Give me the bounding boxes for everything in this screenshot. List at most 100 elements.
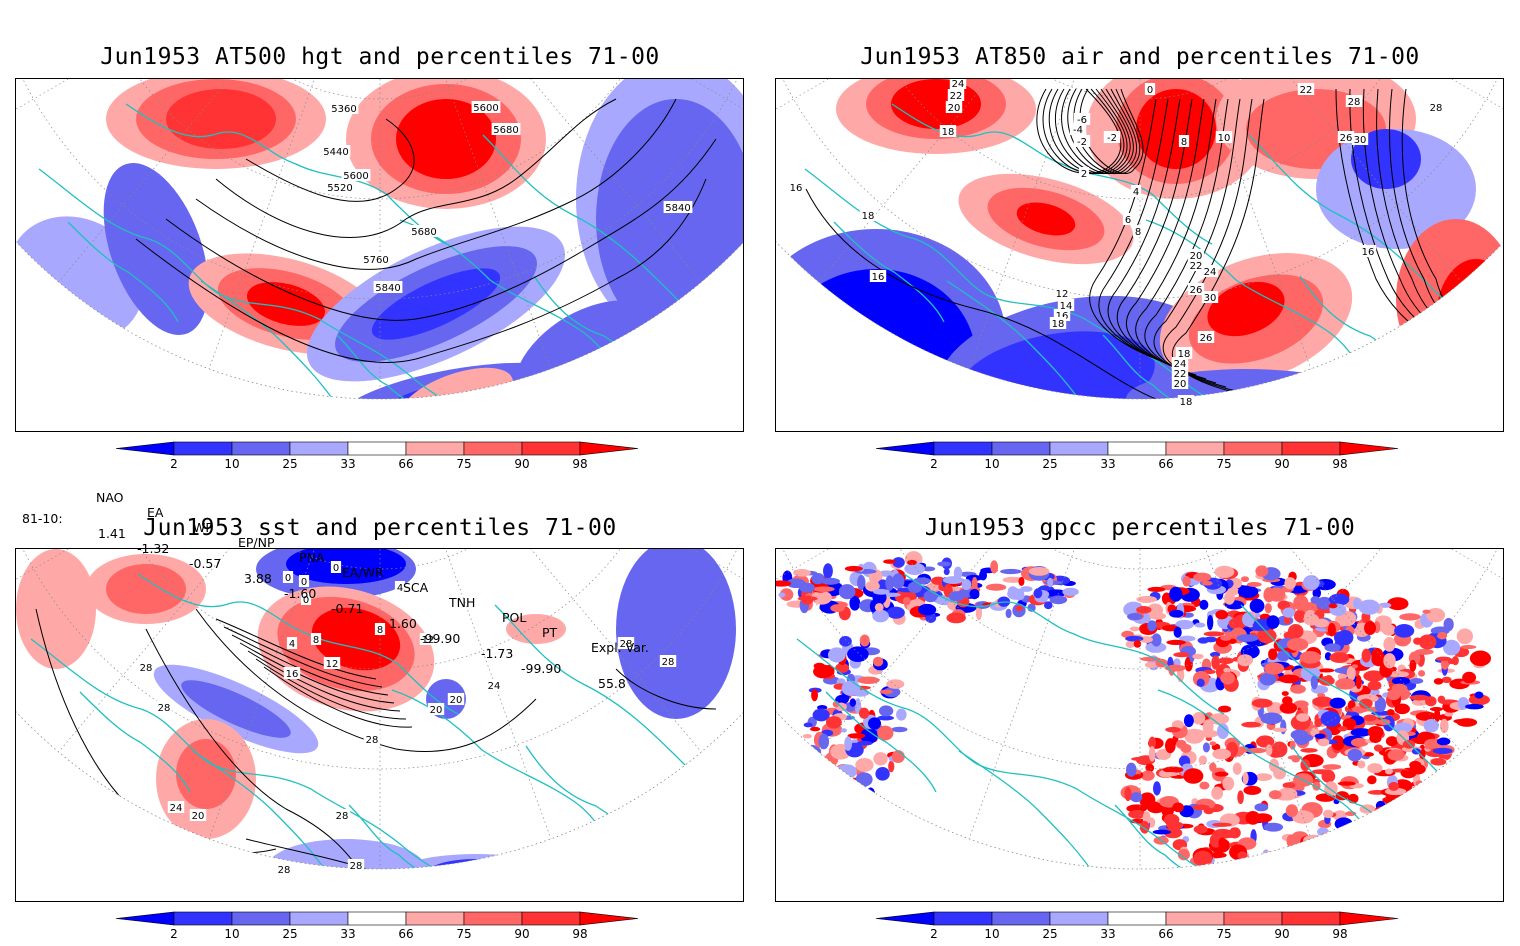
coastlines [796,573,1492,901]
temperature-contour [805,188,1157,400]
precip-patch [1264,603,1272,614]
precip-patch [1152,781,1161,796]
contour-label: -2 [1103,131,1121,144]
precip-patch [1201,581,1213,586]
colorbar-segment [347,441,407,456]
precip-patch [885,575,895,591]
precip-patch [1202,742,1211,753]
contour-label: 0 [300,593,312,606]
precip-patch [1196,678,1205,688]
precip-patch [1126,804,1148,813]
colorbar-segment [933,441,993,456]
precip-patch [811,572,825,585]
index-value: -1.60 [284,586,317,601]
precip-patch [1259,672,1277,686]
precip-patch [990,560,999,574]
precip-patch [1139,820,1150,834]
precip-patch [1217,657,1234,665]
precip-patch [1169,586,1183,602]
precip-patch [1285,804,1298,818]
precip-patch [1383,653,1396,669]
sst-contour [215,618,377,680]
precip-patch [1361,648,1371,663]
precip-patch [1249,598,1265,613]
sst-contour [247,650,401,712]
height-contour [165,138,717,321]
precip-patch [1177,848,1190,861]
colorbar-tick-label: 75 [456,927,471,941]
precip-patch [969,588,980,600]
colorbar-tick-label: 10 [224,927,239,941]
panel-title-hgt500: Jun1953 AT500 hgt and percentiles 71-00 [100,44,660,70]
precip-patch [1355,675,1362,690]
precip-patch [1443,617,1454,632]
svg-text:8: 8 [1135,227,1141,238]
svg-text:24: 24 [1174,359,1187,370]
index-row-label: 81-10: [22,511,63,526]
precip-patch [835,663,850,673]
contour-label: 10 [1215,131,1233,144]
colorbar-tick-label: 25 [282,927,297,941]
precip-patch [1246,582,1262,587]
precip-patch [1385,736,1398,747]
svg-text:18: 18 [942,127,955,138]
precip-patch [1148,746,1156,762]
precip-patch [1433,678,1444,685]
precip-patch [849,698,857,707]
precip-patch [1236,634,1259,642]
precip-patch [902,596,911,606]
sst-contour [223,626,383,688]
contour-label: -2 [1073,135,1091,148]
precip-patch [1193,572,1212,582]
precip-patch [840,728,847,733]
precip-patch [869,600,877,613]
svg-text:22: 22 [1174,369,1187,380]
svg-text:28: 28 [158,703,171,714]
svg-text:5520: 5520 [327,183,352,194]
precip-patch [1456,628,1474,645]
precip-patch [1214,565,1235,579]
precip-patch [1161,592,1172,605]
precip-patch [1203,631,1225,637]
svg-text:26: 26 [1340,133,1353,144]
colorbar-segment [463,441,523,456]
precip-patch [1442,639,1461,656]
precip-patch [1165,726,1181,733]
svg-text:18: 18 [862,211,875,222]
contour-label: 26 [1187,283,1205,296]
svg-text:28: 28 [662,657,675,668]
svg-text:12: 12 [1056,289,1069,300]
precip-patch [904,562,926,575]
svg-text:-4: -4 [1073,125,1083,136]
precip-patch [923,590,938,603]
precip-patch [1152,829,1172,835]
precip-patch [1212,748,1232,760]
precip-patch [888,760,895,773]
precip-patch [1289,740,1296,750]
precip-patch [1423,719,1439,733]
precip-patch [1242,771,1249,785]
precip-patch [1197,637,1209,644]
precip-patch [1237,585,1259,599]
precip-patch [1439,718,1449,734]
temperature-contour [1116,98,1193,372]
svg-text:0: 0 [1147,85,1153,96]
precip-patch [1245,811,1261,825]
index-header: TNH [449,595,476,610]
precip-patch [1328,593,1350,606]
precip-patch [879,689,893,695]
contour-label: 6 [1122,213,1134,226]
precip-patch [1347,748,1363,762]
colorbar-segment [463,911,523,926]
precip-patch [1136,595,1157,603]
precip-patch [1194,622,1206,628]
anomaly-patch [166,89,276,149]
precip-patch [856,740,873,746]
colorbar-tick-label: 2 [170,927,178,941]
precip-patch [847,646,869,662]
temperature-contour [1126,98,1205,376]
precip-patch [1474,691,1484,699]
colorbar-tick-label: 25 [1042,927,1057,941]
precip-patch [1268,790,1282,800]
colorbar-arrow-high [579,441,639,456]
